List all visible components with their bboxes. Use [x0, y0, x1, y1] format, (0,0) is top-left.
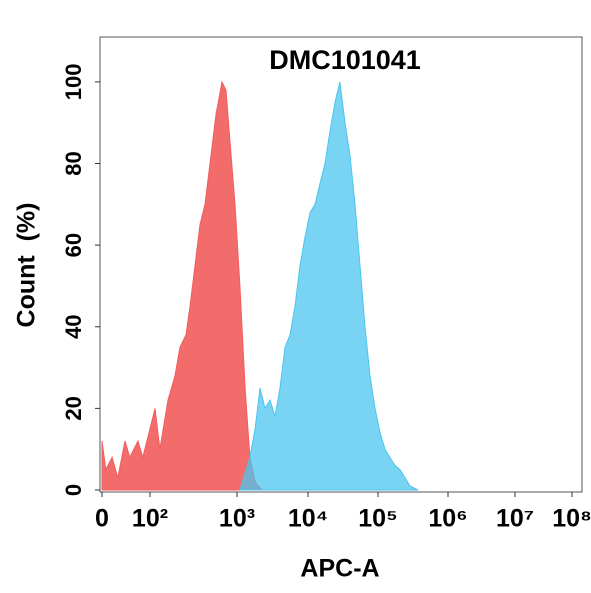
- histogram-area: [101, 80, 264, 491]
- y-tick-label: 100: [61, 64, 86, 101]
- x-tick-label: 10⁸: [552, 505, 591, 533]
- x-axis-label: APC-A: [300, 555, 379, 583]
- x-tick-label: 10⁵: [358, 505, 398, 533]
- plot-frame: [99, 36, 583, 493]
- x-tick-label: 10²: [132, 505, 168, 533]
- y-axis-label: Count (%): [13, 203, 41, 328]
- x-tick-label: 10⁷: [496, 505, 534, 533]
- chart-title: DMC101041: [269, 45, 421, 75]
- y-tick-label: 40: [61, 315, 86, 339]
- x-tick-label: 10⁶: [428, 505, 467, 533]
- y-tick-label: 60: [61, 233, 86, 257]
- x-tick-label: 10³: [219, 505, 255, 533]
- x-tick-label: 10⁴: [288, 505, 328, 533]
- y-tick-label: 0: [61, 484, 86, 496]
- y-tick-label: 20: [61, 396, 86, 420]
- histogram-area: [239, 81, 419, 491]
- y-tick-label: 80: [61, 151, 86, 175]
- x-tick-label: 0: [95, 505, 109, 533]
